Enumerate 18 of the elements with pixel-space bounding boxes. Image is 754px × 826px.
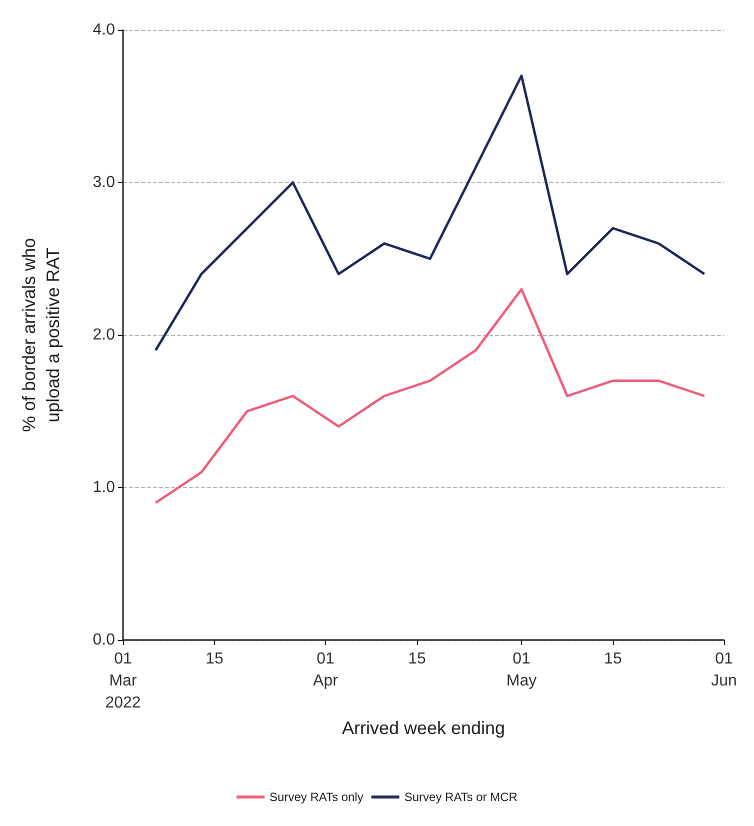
x-tick-label: 01 Mar 2022 <box>105 650 141 712</box>
x-tick-label: 01 Jun <box>711 650 737 690</box>
y-tick-label: 3.0 <box>92 174 116 191</box>
x-tick-label: 15 <box>206 650 224 668</box>
legend-label: Survey RATs only <box>270 790 364 804</box>
x-tick-label: 15 <box>408 650 426 668</box>
y-tick-label: 1.0 <box>92 479 116 496</box>
y-tick-label: 2.0 <box>92 326 116 344</box>
x-tick-label: 01 May <box>506 650 537 690</box>
x-axis-title: Arrived week ending <box>342 718 506 738</box>
x-tick-label: 01 Apr <box>313 650 339 690</box>
x-tick-label: 15 <box>604 650 622 668</box>
line-series <box>154 74 706 352</box>
line-series <box>154 288 706 504</box>
y-tick-label: 0.0 <box>92 632 116 648</box>
y-tick-label: 4.0 <box>92 22 116 38</box>
y-axis-title: % of border arrivals who upload a positive RAT <box>19 238 63 432</box>
legend-label: Survey RATs or MCR <box>404 790 518 804</box>
